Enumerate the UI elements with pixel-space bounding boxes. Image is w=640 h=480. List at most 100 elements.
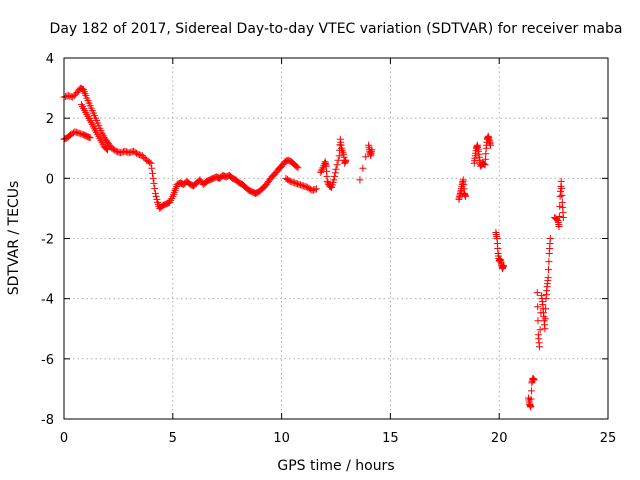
data-point [133, 149, 141, 157]
data-point [75, 129, 83, 137]
data-point [480, 160, 488, 168]
data-point [324, 179, 332, 187]
data-point [69, 93, 77, 101]
data-point [534, 317, 542, 325]
data-point [121, 147, 129, 155]
x-axis-label: GPS time / hours [277, 458, 394, 474]
data-point [558, 191, 566, 199]
data-point [558, 184, 566, 192]
data-point [102, 145, 110, 153]
data-point [542, 305, 550, 313]
data-point [295, 180, 303, 188]
data-point [546, 235, 554, 242]
data-point [134, 150, 142, 158]
data-point [151, 184, 159, 192]
data-point [535, 343, 543, 351]
data-point [317, 167, 325, 175]
data-point [368, 146, 376, 154]
data-point [74, 129, 82, 137]
data-point [294, 164, 302, 172]
data-point [545, 258, 553, 266]
data-point [286, 177, 294, 185]
data-point [298, 181, 306, 189]
data-point [138, 152, 146, 160]
y-tick-label: 4 [46, 52, 54, 67]
data-point [311, 185, 319, 193]
data-point [334, 156, 342, 164]
data-point [72, 128, 80, 136]
data-point [533, 289, 541, 297]
data-point [67, 93, 75, 101]
x-tick-label: 10 [273, 431, 290, 446]
data-point [480, 160, 488, 168]
data-point [557, 177, 565, 185]
data-point [308, 186, 316, 194]
x-tick-label: 15 [382, 431, 399, 446]
data-point [544, 274, 552, 282]
y-tick-label: -8 [41, 413, 54, 428]
data-point [117, 149, 125, 157]
data-point [125, 149, 133, 157]
data-point [527, 387, 535, 395]
data-point [318, 165, 326, 173]
grid [64, 58, 608, 419]
data-point [312, 185, 320, 193]
data-point [86, 134, 94, 142]
data-point [66, 92, 74, 100]
data-point [152, 192, 160, 200]
data-point [77, 130, 85, 138]
data-point [536, 326, 544, 334]
data-point [530, 376, 538, 384]
data-point [148, 169, 156, 177]
data-point [140, 153, 148, 161]
data-point [302, 183, 310, 191]
data-point [104, 146, 112, 154]
chart-title: Day 182 of 2017, Sidereal Day-to-day VTE… [50, 21, 623, 37]
data-point [555, 212, 563, 220]
data-point [559, 213, 567, 221]
data-point [527, 395, 535, 403]
data-point [112, 147, 120, 155]
data-point [71, 128, 79, 136]
data-point [289, 178, 297, 186]
data-point [294, 180, 302, 188]
data-point [149, 174, 157, 182]
data-point [146, 158, 154, 166]
data-point [486, 141, 494, 149]
data-point [323, 177, 331, 185]
data-points [60, 84, 567, 411]
data-point [317, 168, 325, 176]
data-point [288, 178, 296, 186]
data-point [285, 176, 293, 184]
y-axis-label: SDTVAR / TECUs [6, 181, 22, 296]
data-point [299, 182, 307, 190]
data-point [128, 148, 136, 156]
data-point [151, 189, 159, 197]
y-tick-label: 2 [46, 112, 54, 127]
plot-frame [63, 57, 609, 420]
data-point [291, 179, 299, 187]
data-point [292, 179, 300, 187]
data-point [296, 181, 304, 189]
data-point [534, 303, 542, 311]
x-tick-label: 5 [169, 431, 177, 446]
y-tick-label: -4 [41, 293, 54, 308]
data-point [293, 163, 301, 171]
data-point [148, 164, 156, 172]
y-tick-label: -6 [41, 353, 54, 368]
data-point [331, 172, 339, 180]
data-point [555, 222, 563, 230]
data-point [85, 133, 93, 141]
tick-labels: 0 5 10 15 20 25 -8 -6 -4 -2 0 2 4 [41, 52, 616, 446]
data-point [310, 186, 318, 194]
data-point [556, 202, 564, 210]
y-tick-label: -2 [41, 233, 54, 248]
data-point [356, 176, 364, 184]
data-point [135, 151, 143, 159]
data-point [332, 165, 340, 173]
x-tick-label: 0 [60, 431, 68, 446]
data-point [541, 325, 549, 333]
data-point [147, 159, 155, 167]
data-point [541, 315, 549, 323]
